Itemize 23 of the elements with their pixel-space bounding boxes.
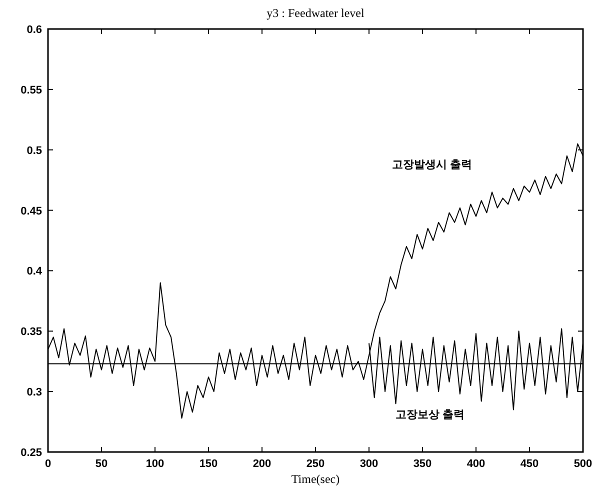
y-tick-label: 0.4 [26, 266, 43, 278]
x-tick-label: 150 [199, 458, 218, 470]
x-tick-label: 450 [520, 458, 539, 470]
y-tick-label: 0.25 [20, 447, 42, 459]
x-tick-label: 50 [95, 458, 108, 470]
x-tick-label: 0 [44, 458, 52, 470]
x-tick-label: 300 [360, 458, 378, 470]
y-tick-label: 0.3 [26, 386, 42, 399]
y-tick-label: 0.6 [26, 24, 42, 36]
x-tick-label: 200 [252, 458, 272, 470]
y-tick-label: 0.35 [20, 326, 42, 338]
annotation: 고장보상 출력 [395, 409, 465, 421]
y-tick-label: 0.45 [20, 205, 42, 218]
x-tick-label: 250 [306, 458, 325, 470]
x-tick-label: 100 [146, 458, 164, 470]
chart-title: y3 : Feedwater level [266, 6, 365, 20]
x-tick-label: 350 [413, 458, 432, 470]
x-tick-label: 400 [466, 458, 486, 470]
x-axis-title: Time(sec) [291, 472, 340, 486]
y-tick-label: 0.5 [26, 144, 42, 157]
annotation: 고장발생시 출력 [392, 159, 472, 171]
x-tick-label: 500 [574, 458, 592, 470]
y-tick-label: 0.55 [20, 84, 42, 96]
